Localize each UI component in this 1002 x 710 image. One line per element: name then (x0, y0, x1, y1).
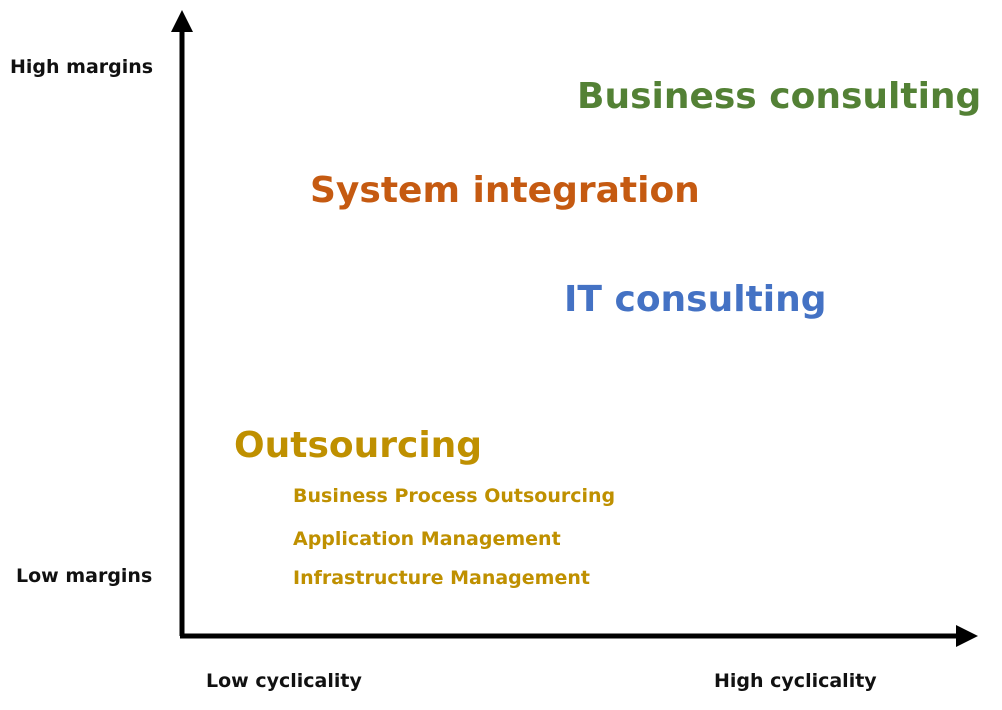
x-axis-arrowhead (956, 625, 978, 647)
y-axis-low-label: Low margins (16, 565, 153, 587)
segment-outsourcing: Outsourcing (234, 425, 483, 466)
outsourcing-sub-item-application-management: Application Management (293, 528, 561, 550)
segment-business-consulting: Business consulting (577, 76, 982, 117)
outsourcing-sub-item-bpo: Business Process Outsourcing (293, 485, 616, 507)
segment-system-integration: System integration (310, 170, 700, 211)
y-axis-high-label: High margins (10, 56, 154, 78)
y-axis-arrowhead (171, 10, 193, 32)
x-axis-high-label: High cyclicality (714, 670, 877, 692)
segment-it-consulting: IT consulting (564, 279, 827, 320)
x-axis-low-label: Low cyclicality (206, 670, 362, 692)
outsourcing-sub-item-infrastructure-management: Infrastructure Management (293, 567, 590, 589)
